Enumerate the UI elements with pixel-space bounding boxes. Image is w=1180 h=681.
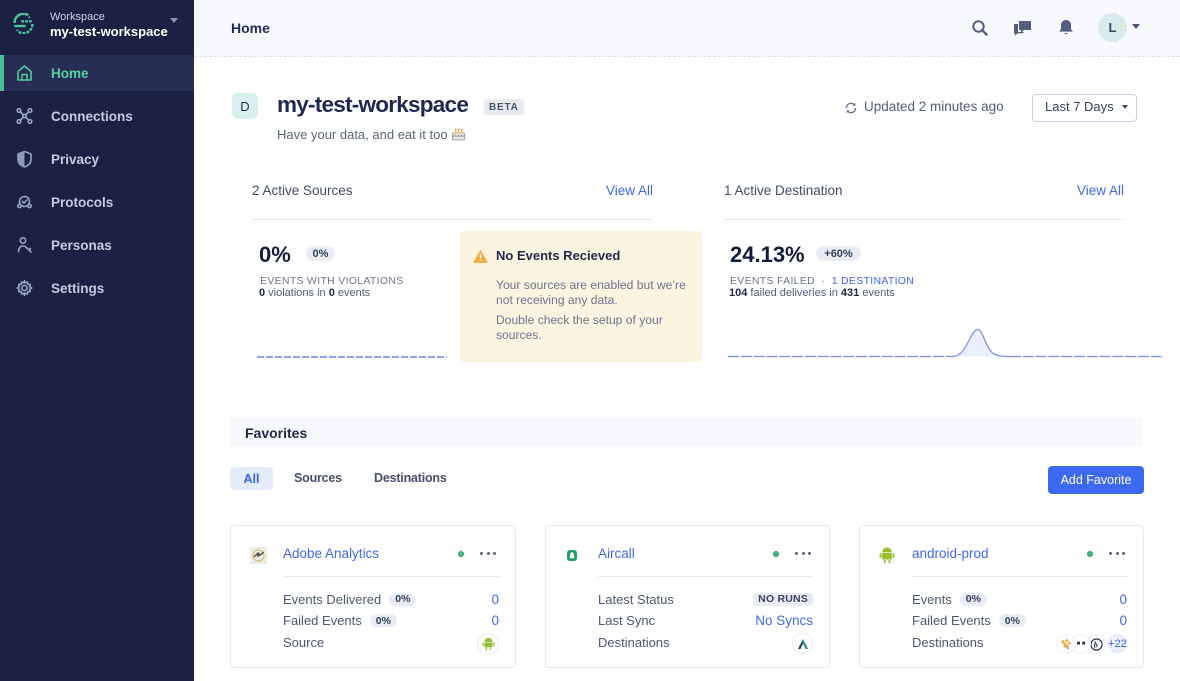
svg-text:s: s	[1067, 645, 1070, 650]
svg-text:b: b	[1093, 640, 1097, 649]
